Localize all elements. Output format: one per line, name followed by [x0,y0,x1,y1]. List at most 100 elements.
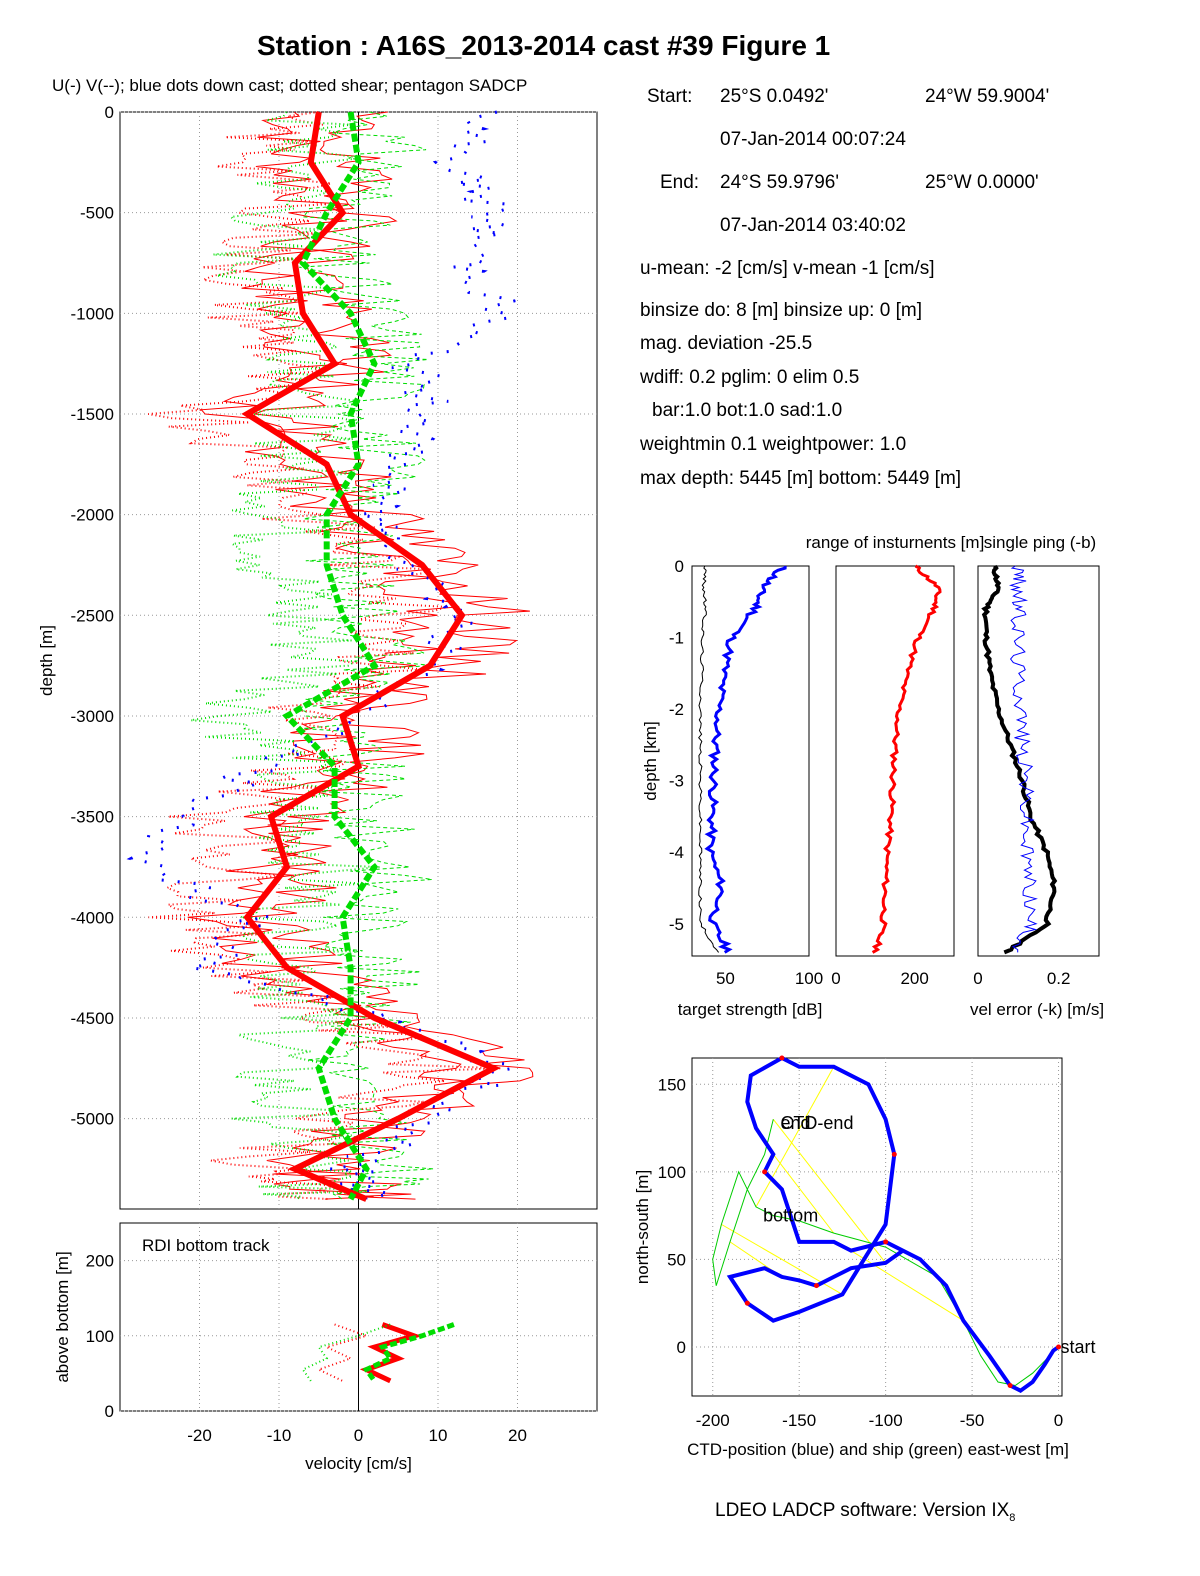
y-tick-label: 0 [675,557,684,576]
start-time: 07-Jan-2014 00:07:24 [720,129,906,150]
y-tick-label: 0 [105,103,114,122]
ctd-marker [779,1055,785,1061]
ship-ctd-link [772,1118,887,1264]
v-bottom-shear [301,1323,391,1382]
y-tick-label: -2 [669,700,684,719]
end-longitude: 25°W 0.0000' [925,172,1039,193]
y-tick-label: -2000 [71,506,114,525]
y-tick-label: -5 [669,915,684,934]
ship-ctd-link [850,1250,964,1322]
x-tick-label: -50 [960,1411,985,1430]
x-tick-label: -200 [696,1411,730,1430]
y-tick-label: -3000 [71,707,114,726]
x-tick-label: 0 [1054,1411,1063,1430]
software-version: LDEO LADCP software: Version IX [715,1500,1010,1521]
y-tick-label: -500 [80,204,114,223]
start-latitude: 25°S 0.0492' [720,86,829,107]
u-bottom-shear [316,1323,370,1382]
ctd-track [726,1055,1060,1394]
v-shear-profile [190,111,380,1200]
y-tick-label: 200 [86,1252,114,1271]
x-tick-label: 0 [354,1426,363,1445]
end-latitude: 24°S 59.9796' [720,172,839,193]
range-title: range of insturnents [m] [806,533,985,552]
ctd-marker [744,1300,750,1306]
y-tick-label: -1000 [71,304,114,323]
x-tick-label: 200 [900,969,928,988]
weight-info: weightmin 0.1 weightpower: 1.0 [640,434,907,455]
y-axis-label: north-south [m] [633,1170,652,1284]
figure-subtitle: U(-) V(--); blue dots down cast; dotted … [52,76,528,95]
y-tick-label: 0 [677,1338,686,1357]
y-tick-label: -4500 [71,1009,114,1028]
software-version-sub: 8 [1009,1511,1016,1524]
y-tick-label: -3500 [71,808,114,827]
x-tick-label: 20 [508,1426,527,1445]
y-tick-label: 50 [667,1250,686,1269]
end-label: End: [660,172,700,193]
y-tick-label: -5000 [71,1110,114,1129]
x-tick-label: -150 [782,1411,816,1430]
end-time: 07-Jan-2014 03:40:02 [720,215,906,236]
x-axis-label: target strength [dB] [678,1000,823,1019]
x-tick-label: 0.2 [1047,969,1071,988]
u-thin-profile-up [242,111,534,1200]
annotation-start: start [1061,1337,1096,1357]
wdiff-info: wdiff: 0.2 pglim: 0 elim 0.5 [640,367,860,388]
x-tick-label: 0 [831,969,840,988]
v-thin-profile [296,111,435,1200]
u-velocity-line [241,111,501,1202]
y-tick-label: -2500 [71,606,114,625]
y-axis-label: depth [m] [37,625,56,696]
ctd-marker [883,1239,889,1245]
x-tick-label: 100 [795,969,823,988]
velocity-means: u-mean: -2 [cm/s] v-mean -1 [cm/s] [640,258,935,279]
y-tick-label: -3 [669,772,684,791]
x-axis-label: velocity [cm/s] [305,1454,412,1473]
start-label: Start: [647,86,693,107]
instrument-range-axes: 0 200 range of insturnents [m] [806,533,985,988]
ship-track [712,1119,1059,1387]
u-shear-profile [148,111,501,1201]
target-strength-axes: 50 100 0 -1 -2 -3 -4 -5 target strength [dB] dept… [641,557,823,1019]
u-bottom-track-line [359,1322,423,1384]
ctd-marker [762,1169,768,1175]
position-axes-frame [691,1057,1063,1397]
target-strength-axes-series-0 [704,565,787,954]
y-tick-label: -4000 [71,908,114,927]
y-axis-label: depth [km] [641,721,660,800]
max-depth-info: max depth: 5445 [m] bottom: 5449 [m] [640,468,962,489]
y-tick-label: 100 [658,1163,686,1182]
y-tick-label: 150 [658,1075,686,1094]
x-axis-label: CTD-position (blue) and ship (green) eas… [687,1440,1069,1459]
instrument-range-axes-frame [835,565,955,957]
x-tick-label: 0 [973,969,982,988]
y-tick-label: 0 [105,1402,114,1421]
target-strength-axes-frame [691,565,810,957]
x-tick-label: 50 [716,969,735,988]
annotation-bottom: bottom [763,1206,818,1226]
ctd-marker [891,1151,897,1157]
start-longitude: 24°W 59.9004' [925,86,1050,107]
ctd-marker [813,1283,819,1289]
x-axis-label: vel error (-k) [m/s] [970,1000,1104,1019]
figure-title: Station : A16S_2013-2014 cast #39 Figure… [257,30,831,61]
y-tick-label: -1500 [71,405,114,424]
ctd-marker [1056,1344,1062,1350]
annotation-ctd-end: CTD-end [780,1113,853,1133]
y-tick-label: -4 [669,843,684,862]
ship-ctd-link [755,1066,835,1208]
position-axes: -200 -150 -100 -50 0 0 50 100 150 CTD-position (b… [633,1055,1096,1459]
target-strength-axes-series-1 [698,565,719,953]
software-footer: LDEO LADCP software: Version IX8 [715,1500,1015,1524]
velocity-error-axes: 0 0.2 single ping (-b) vel error (-k) [m/s] [970,533,1104,1019]
annotation-end: end [780,1113,810,1133]
y-tick-label: 100 [86,1327,114,1346]
binsize-info: binsize do: 8 [m] binsize up: 0 [m] [640,300,922,321]
instrument-range-axes-series-0 [871,564,942,954]
velocity-profile-axes: 0 -500 -1000 -1500 -2000 -2500 -3000 -3500 -4000… [37,103,598,1210]
x-tick-label: -20 [187,1426,212,1445]
mag-deviation: mag. deviation -25.5 [640,333,813,354]
velocity-error-axes-series-1 [1008,565,1038,953]
